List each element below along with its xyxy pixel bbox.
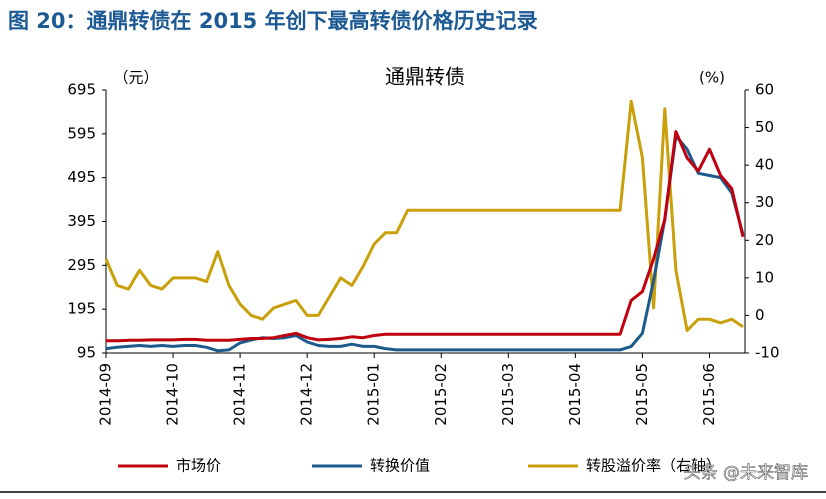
x-tick-label: 2015-03 <box>499 363 517 426</box>
x-tick-label: 2014-11 <box>231 363 249 426</box>
y2-tick-label: 20 <box>755 231 774 249</box>
series-line <box>105 134 745 353</box>
x-tick-label: 2014-09 <box>97 363 115 426</box>
x-tick-label: 2015-04 <box>566 363 584 426</box>
series-line <box>104 99 744 332</box>
x-tick-label: 2014-10 <box>164 363 182 426</box>
y-tick-label: 295 <box>67 256 96 274</box>
x-tick-label: 2015-02 <box>432 363 450 426</box>
x-tick-label: 2015-06 <box>700 363 718 426</box>
y-tick-label: 395 <box>67 212 96 230</box>
x-tick-label: 2014-12 <box>298 363 316 426</box>
y2-tick-label: 10 <box>755 268 774 286</box>
y-tick-label: 695 <box>67 81 96 99</box>
y2-tick-label: 50 <box>755 118 774 136</box>
y2-axis-label: (%) <box>699 69 725 87</box>
y-tick-label: 195 <box>67 300 96 318</box>
series-line <box>106 130 745 343</box>
x-tick-label: 2015-05 <box>633 363 651 426</box>
y2-tick-label: -10 <box>755 344 780 362</box>
page-title: 图 20：通鼎转债在 2015 年创下最高转债价格历史记录 <box>8 9 538 33</box>
legend-label: 市场价 <box>176 457 221 475</box>
x-tick-label: 2015-01 <box>365 363 383 426</box>
y2-tick-label: 30 <box>755 193 774 211</box>
y-tick-label: 95 <box>77 344 96 362</box>
y-tick-label: 495 <box>67 168 96 186</box>
y-axis-label: （元） <box>113 69 158 87</box>
legend-label: 转换价值 <box>370 457 430 475</box>
y2-tick-label: 0 <box>755 306 765 324</box>
chart-title: 通鼎转债 <box>385 65 465 89</box>
y-tick-label: 595 <box>67 124 96 142</box>
y2-tick-label: 40 <box>755 156 774 174</box>
legend-label: 转股溢价率（右轴） <box>586 457 721 475</box>
y2-tick-label: 60 <box>755 81 774 99</box>
watermark: 头条 @未来智库 <box>684 463 808 483</box>
